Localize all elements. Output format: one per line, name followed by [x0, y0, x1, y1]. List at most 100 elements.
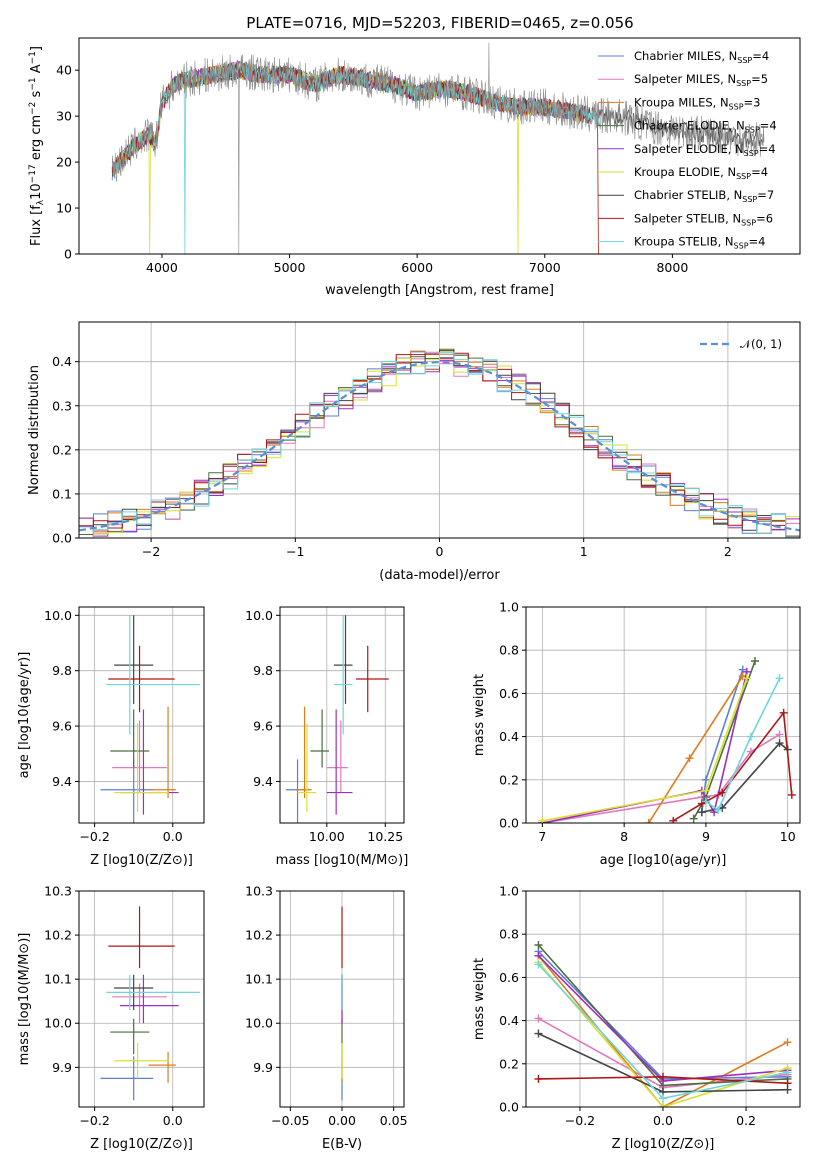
y-tick-label: 10.1: [245, 972, 273, 987]
x-tick-label: 6000: [401, 260, 433, 275]
y-tick-label: 0.4: [52, 354, 72, 369]
x-axis-label: Z [log10(Z/Z⊙)]: [90, 853, 193, 868]
y-tick-label: 0.1: [52, 486, 72, 501]
x-tick-label: 0.2: [736, 1113, 756, 1128]
histogram-step: [79, 352, 800, 538]
normal-curve-line: [79, 360, 800, 532]
y-tick-label: 10: [56, 201, 72, 216]
data-point-marker: [783, 1079, 792, 1088]
y-tick-label: 20: [56, 155, 72, 170]
y-tick-label: 10.0: [44, 1016, 72, 1031]
data-point-marker: [659, 1094, 667, 1103]
y-tick-label: 9.8: [253, 663, 273, 678]
weight-vs-age-lines: [538, 657, 796, 823]
y-tick-label: 0.0: [499, 816, 519, 831]
y-axis-label: Normed distribution: [27, 365, 42, 495]
legend-entry: Chabrier ELODIE, NSSP=4: [634, 119, 777, 135]
x-tick-label: 1: [580, 544, 588, 559]
x-axis-label: E(B-V): [322, 1137, 362, 1152]
legend-entry: Kroupa ELODIE, NSSP=4: [634, 165, 768, 181]
x-tick-label: 8: [620, 829, 628, 844]
y-tick-label: 10.0: [245, 608, 273, 623]
data-point-marker: [751, 657, 760, 665]
data-point-marker: [718, 788, 727, 797]
y-tick-label: 0.0: [52, 531, 72, 546]
data-point-marker: [534, 1074, 543, 1083]
x-tick-label: 7000: [529, 260, 561, 275]
x-tick-label: 5000: [274, 260, 306, 275]
data-point-marker: [644, 819, 653, 823]
axes-frame: [279, 890, 405, 1108]
data-point-marker: [775, 730, 784, 739]
mass-vs-ebv-panel: [276, 890, 404, 1111]
residuals-panel: [75, 322, 800, 542]
x-axis-label: Z [log10(Z/Z⊙)]: [612, 1137, 715, 1152]
data-point-marker: [787, 790, 796, 799]
data-point-marker: [701, 797, 710, 806]
y-tick-label: 9.9: [253, 1060, 273, 1075]
axes-frame: [78, 606, 205, 824]
data-point-marker: [685, 754, 694, 763]
x-tick-label: 10.00: [309, 829, 345, 844]
data-point-marker: [538, 816, 547, 823]
y-tick-label: 0.4: [499, 729, 519, 744]
y-axis-label: Flux [fλ10−17 erg cm−2 s−1 A−1]: [28, 46, 46, 246]
data-point-marker: [783, 1068, 792, 1077]
y-tick-label: 9.6: [253, 719, 273, 734]
y-tick-label: 10.3: [245, 884, 273, 899]
data-point-marker: [742, 674, 751, 683]
data-point-marker: [659, 1103, 667, 1107]
x-tick-label: −0.05: [271, 1113, 309, 1128]
y-tick-label: 9.8: [52, 663, 72, 678]
data-point-marker: [701, 786, 710, 795]
series-line: [537, 955, 788, 1107]
y-tick-label: 9.9: [52, 1060, 72, 1075]
x-tick-label: 4000: [146, 260, 178, 275]
weight-vs-Z-lines: [534, 941, 792, 1107]
data-point-marker: [775, 739, 784, 748]
y-tick-label: 10.1: [44, 972, 72, 987]
legend-entry: Chabrier STELIB, NSSP=7: [634, 188, 774, 204]
x-tick-label: −0.2: [79, 829, 109, 844]
data-point-marker: [714, 806, 723, 815]
data-point-marker: [697, 808, 706, 817]
x-tick-label: 10.25: [367, 829, 403, 844]
axes-frame: [279, 606, 405, 824]
y-tick-label: 0.8: [499, 643, 519, 658]
x-tick-label: 0.00: [328, 1113, 356, 1128]
legend-entry: Salpeter ELODIE, NSSP=4: [634, 142, 776, 158]
spectrum-lines: [111, 42, 765, 254]
weight-vs-age-panel: [522, 606, 800, 827]
y-tick-label: 40: [56, 63, 72, 78]
x-axis-label: Z [log10(Z/Z⊙)]: [90, 1137, 193, 1152]
x-tick-label: −0.2: [79, 1113, 109, 1128]
data-point-marker: [534, 941, 543, 949]
data-point-marker: [697, 799, 706, 808]
series-line: [112, 62, 600, 254]
legend-entry: Salpeter MILES, NSSP=5: [634, 72, 768, 88]
observed-spectrum-line: [111, 42, 765, 254]
legend-entry: 𝒩(0, 1): [740, 337, 782, 351]
y-axis-label: mass weight: [472, 674, 487, 756]
data-point-marker: [534, 1029, 543, 1038]
data-point-marker: [783, 1038, 792, 1047]
y-tick-label: 9.6: [52, 719, 72, 734]
x-axis-label: age [log10(age/yr)]: [600, 853, 727, 868]
data-point-marker: [669, 816, 678, 823]
histogram-group: [79, 348, 800, 538]
x-tick-label: 0.0: [163, 829, 183, 844]
y-tick-label: 9.4: [253, 774, 273, 789]
y-tick-label: 1.0: [499, 884, 519, 899]
y-tick-label: 1.0: [499, 600, 519, 615]
series-line: [672, 710, 793, 822]
y-tick-label: 10.2: [245, 928, 273, 943]
mass-vs-Z-errorbars: [100, 906, 201, 1101]
x-tick-label: 7: [538, 829, 546, 844]
data-point-marker: [779, 708, 788, 717]
data-point-marker: [746, 732, 755, 741]
spectrum-panel: [75, 69, 673, 258]
y-tick-label: 0.3: [52, 398, 72, 413]
y-tick-label: 30: [56, 109, 72, 124]
x-tick-label: 0.0: [163, 1113, 183, 1128]
